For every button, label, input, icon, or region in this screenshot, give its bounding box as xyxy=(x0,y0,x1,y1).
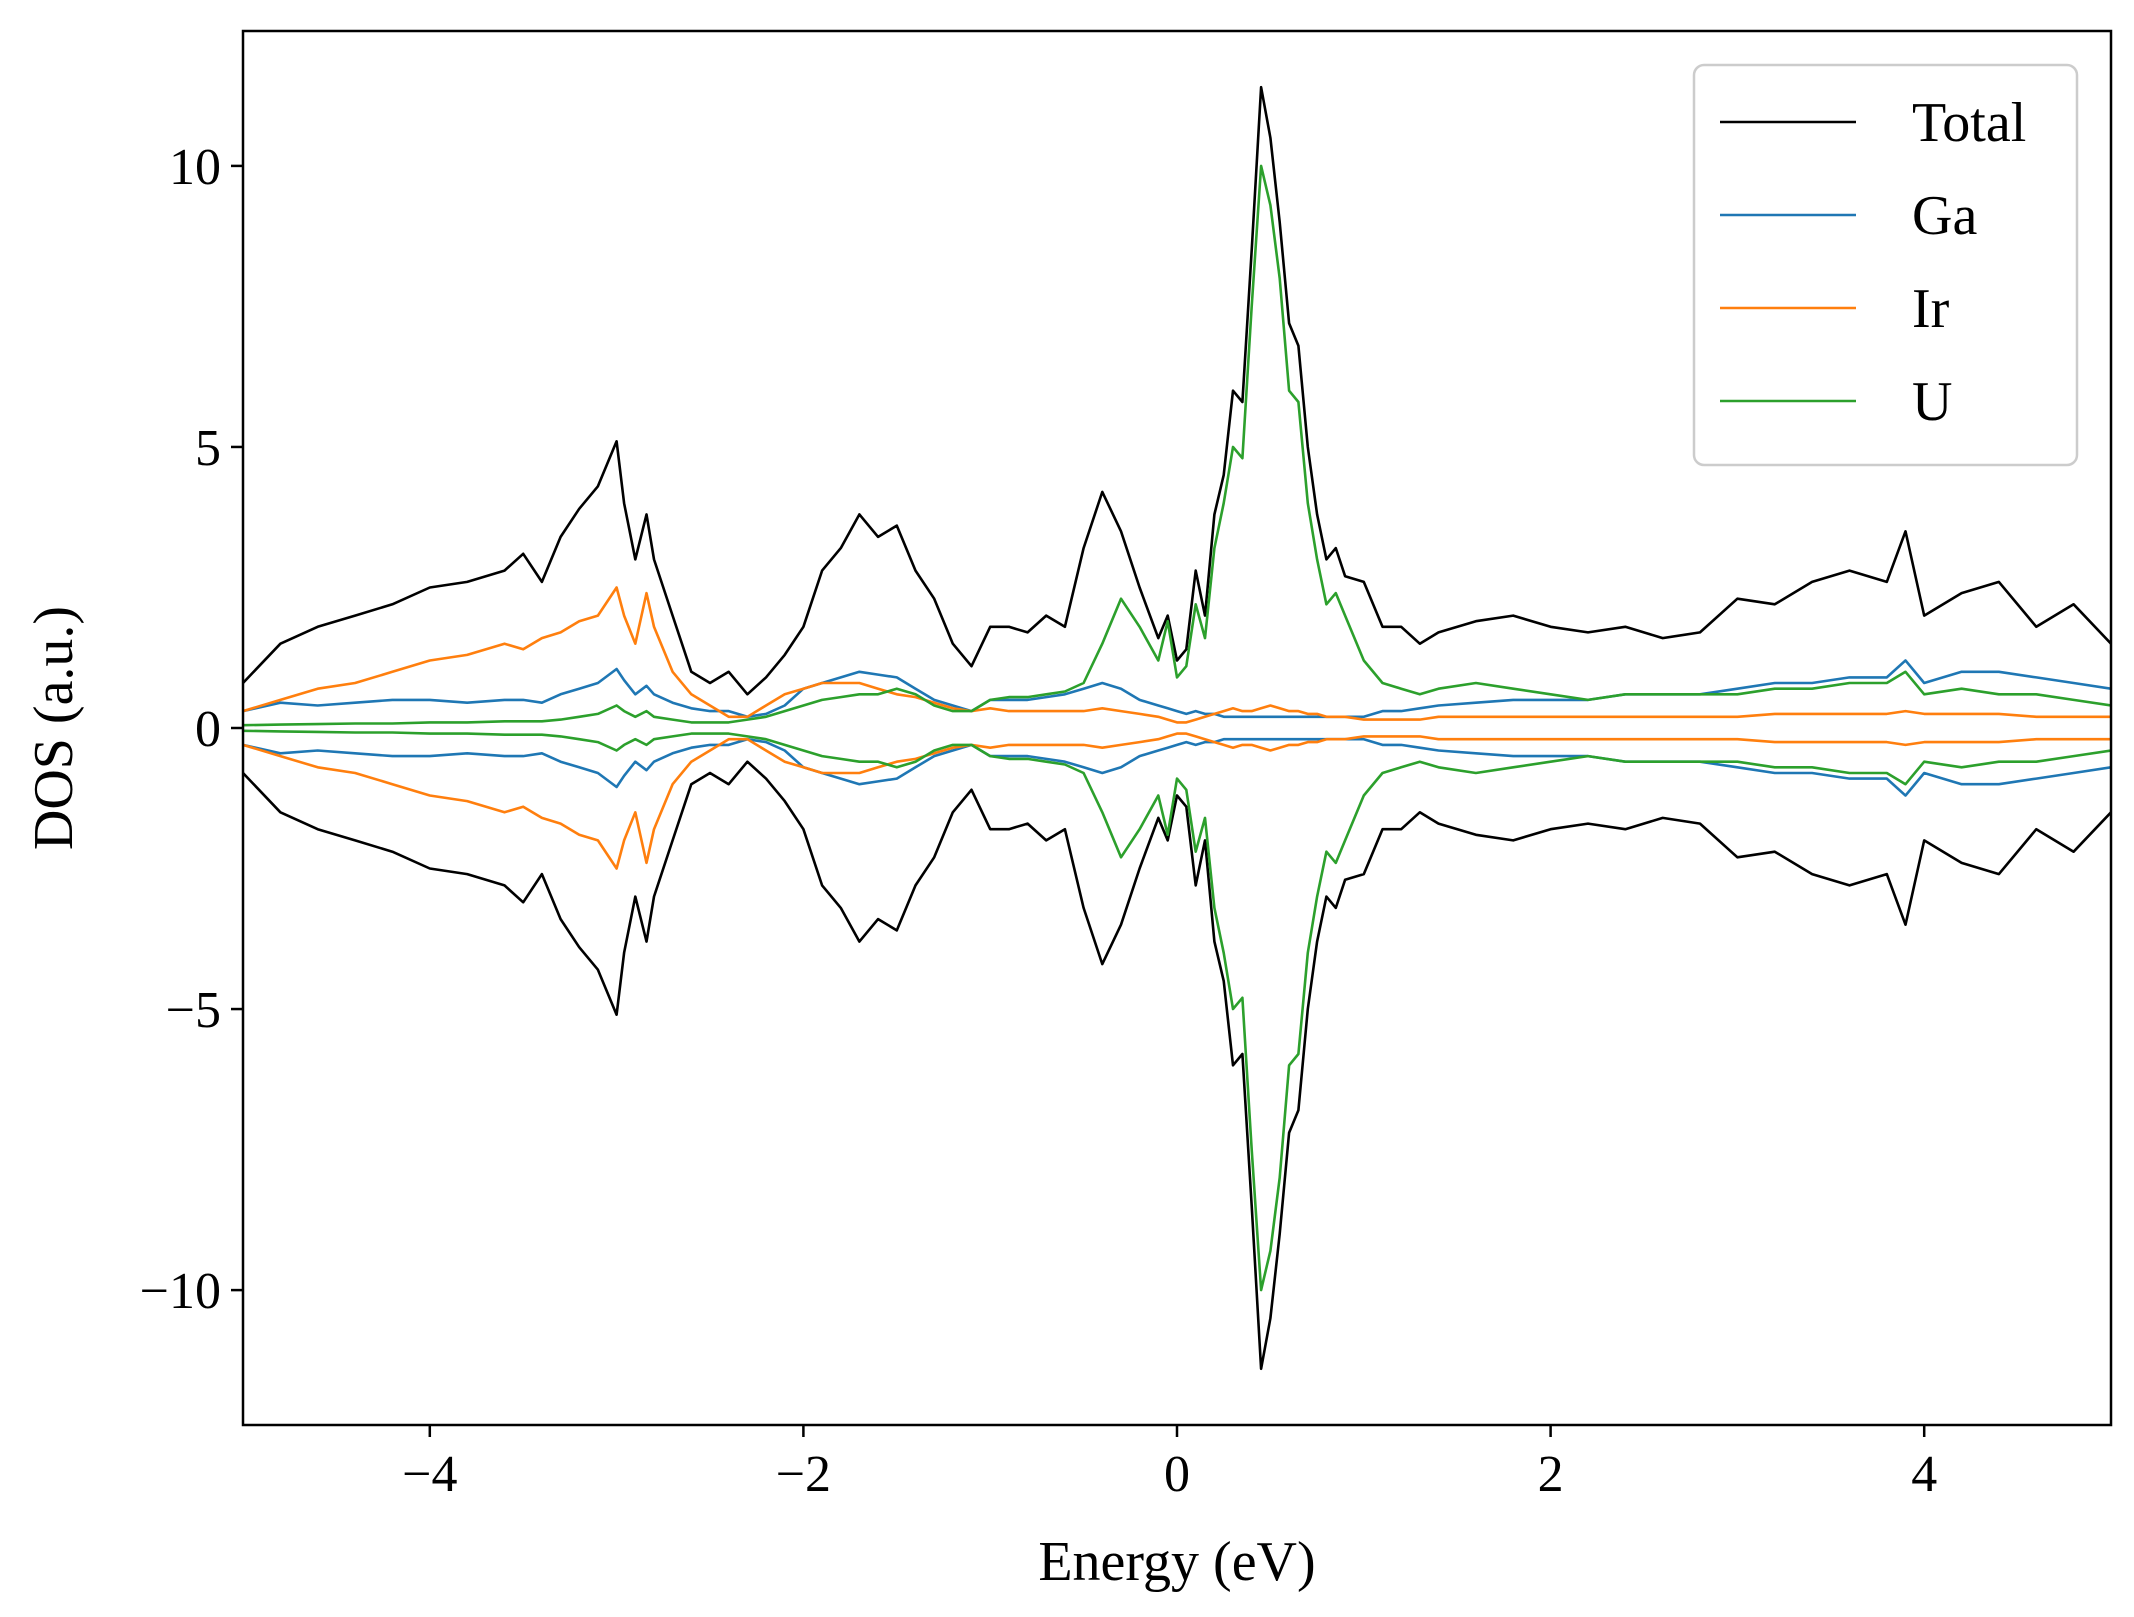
y-tick-label: 10 xyxy=(169,139,221,196)
legend: Total Ga Ir U xyxy=(1692,63,2079,467)
x-axis-title: Energy (eV) xyxy=(1038,1531,1315,1593)
series-ir-up-line xyxy=(243,586,2111,724)
legend-label-total: Total xyxy=(1912,92,2026,154)
x-tick-label: −2 xyxy=(776,1446,831,1503)
x-tick-label: −4 xyxy=(402,1446,457,1503)
x-tick-label: 2 xyxy=(1538,1446,1564,1503)
y-tick-label: 5 xyxy=(195,420,221,477)
y-axis-title: DOS (a.u.) xyxy=(23,606,85,850)
legend-frame xyxy=(1692,63,2079,467)
x-tick-label: 4 xyxy=(1911,1446,1937,1503)
y-tick-label: 0 xyxy=(195,701,221,758)
series-u-down-line xyxy=(243,729,2111,1292)
x-axis: −4 −2 0 2 4 xyxy=(402,1425,1937,1503)
series-u-up-line xyxy=(243,164,2111,727)
legend-label-ir: Ir xyxy=(1912,278,1950,340)
legend-label-u: U xyxy=(1912,371,1952,433)
series-total-down-line xyxy=(243,760,2111,1371)
series-lines xyxy=(243,85,2111,1371)
y-tick-label: −5 xyxy=(166,982,221,1039)
series-total-up-line xyxy=(243,85,2111,696)
y-axis: −10 −5 0 5 10 xyxy=(140,139,243,1320)
x-tick-label: 0 xyxy=(1164,1446,1190,1503)
legend-label-ga: Ga xyxy=(1912,185,1977,247)
y-tick-label: −10 xyxy=(140,1263,221,1320)
series-ir-down-line xyxy=(243,732,2111,870)
